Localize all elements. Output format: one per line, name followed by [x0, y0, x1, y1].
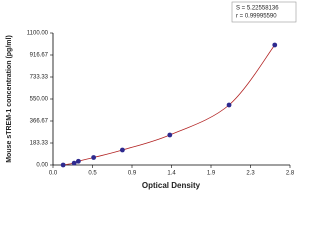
- x-tick-label: 0.5: [88, 171, 97, 177]
- y-tick-label: 1100.00: [27, 31, 49, 37]
- data-point: [71, 160, 77, 166]
- chart: S = 5.22558136 r = 0.99995590 Optical De…: [6, 1, 297, 190]
- y-tick-label: 366.67: [30, 119, 49, 125]
- data-point: [75, 158, 81, 164]
- x-axis-label: Optical Density: [142, 181, 201, 190]
- y-tick-label: 550.00: [30, 97, 49, 103]
- y-axis-label: Mouse sTREM-1 concentration (pg/ml): [6, 35, 13, 163]
- y-tick-label: 0.00: [36, 163, 48, 169]
- stats-r: r = 0.99995590: [236, 14, 277, 20]
- x-tick-label: 2.3: [246, 171, 255, 177]
- data-point: [167, 132, 173, 138]
- data-point: [60, 162, 66, 168]
- data-point: [120, 147, 125, 153]
- stats-s: S = 5.22558136: [236, 6, 279, 12]
- y-tick-label: 733.33: [30, 75, 49, 81]
- fit-curve: [63, 44, 276, 166]
- y-tick-label: 916.67: [30, 53, 49, 59]
- x-tick-label: 0.0: [49, 171, 58, 177]
- data-point: [226, 102, 232, 108]
- x-tick-label: 1.9: [207, 171, 216, 177]
- data-point: [91, 155, 97, 160]
- x-tick-label: 1.4: [167, 171, 176, 177]
- x-tick-label: 2.8: [286, 171, 295, 177]
- data-point: [272, 42, 278, 48]
- stats-box: [231, 1, 297, 23]
- x-tick-label: 0.9: [128, 171, 137, 177]
- y-tick-label: 183.33: [30, 141, 49, 147]
